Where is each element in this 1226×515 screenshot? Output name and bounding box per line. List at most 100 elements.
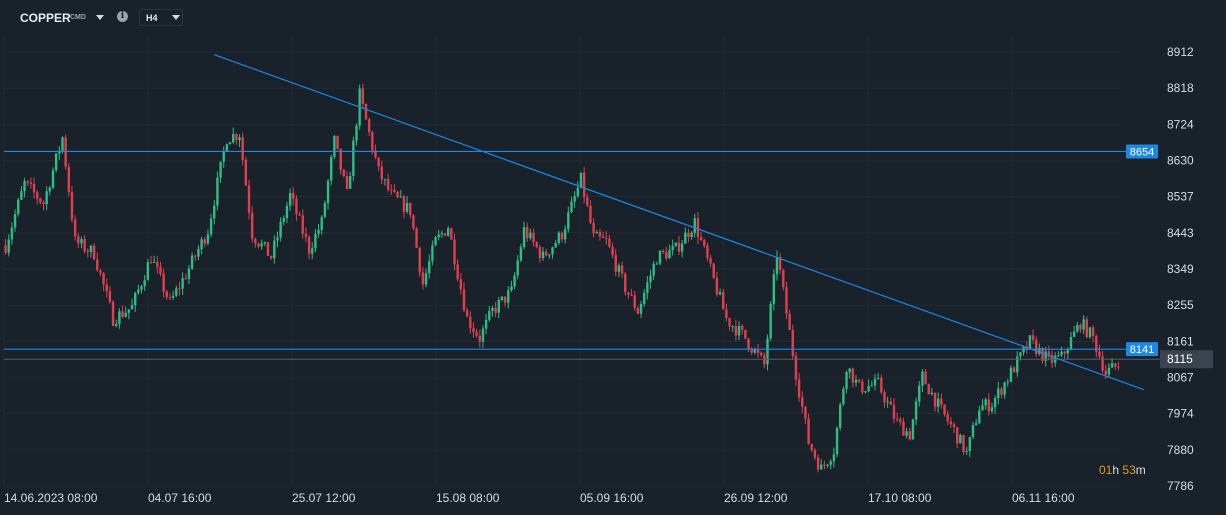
candle [674, 242, 678, 248]
candle-body [687, 232, 690, 238]
horizontal-levels[interactable]: 8654 8141 8115 [4, 144, 1213, 369]
candle [23, 177, 26, 198]
timeframe-select[interactable]: H4 [139, 9, 183, 26]
candle [1085, 316, 1089, 339]
candle [794, 351, 798, 386]
candle-body [832, 454, 836, 462]
candle [737, 321, 741, 341]
candle [488, 306, 491, 322]
candle [121, 305, 124, 319]
candle-body [102, 273, 105, 285]
candle [254, 237, 257, 248]
candle [307, 235, 311, 260]
candle [725, 303, 728, 322]
candle [45, 186, 48, 211]
candle-body [665, 252, 668, 259]
candle-body [29, 182, 33, 185]
candle [766, 334, 769, 371]
candle-body [516, 260, 519, 276]
candle-body [620, 265, 624, 274]
candle-body [639, 303, 643, 314]
candle-body [450, 228, 453, 240]
candle-body [478, 335, 482, 342]
candle [32, 177, 36, 199]
candle [582, 166, 586, 204]
candle-body [1095, 335, 1098, 352]
candle [895, 412, 899, 423]
candle [617, 263, 621, 277]
candle-body [551, 247, 554, 255]
candle-body [734, 326, 738, 336]
candle-body [292, 192, 295, 199]
candle-body [895, 418, 899, 420]
candle [633, 291, 636, 312]
candle-body [418, 247, 421, 273]
candle-body [431, 245, 434, 262]
candle [997, 381, 1000, 405]
candle [216, 171, 219, 211]
candle-body [842, 388, 845, 405]
candle [744, 329, 747, 340]
candle-body [617, 265, 621, 272]
candle [722, 288, 725, 310]
candle-body [1110, 363, 1114, 368]
candle [421, 266, 425, 290]
candle [598, 228, 602, 241]
candle [190, 252, 194, 270]
candle [513, 272, 516, 290]
y-tick-label: 8630 [1167, 154, 1194, 168]
candle [981, 399, 984, 411]
candle-body [247, 185, 251, 213]
candle-body [415, 228, 418, 248]
symbol-dropdown-chevron-down-icon[interactable] [96, 15, 104, 20]
candle-body [820, 464, 823, 470]
candle [741, 323, 744, 335]
candle [930, 388, 934, 396]
candle-body [813, 450, 817, 458]
candle-body [763, 355, 766, 365]
candle-body [807, 418, 810, 445]
candle-body [560, 232, 564, 240]
x-tick-label: 26.09 12:00 [724, 491, 788, 505]
y-tick-label: 7786 [1167, 479, 1194, 493]
candle [1114, 362, 1117, 370]
candle-body [788, 313, 791, 331]
trendline[interactable] [214, 54, 1144, 391]
candle [1009, 365, 1013, 383]
candle [864, 390, 867, 394]
candle-body [269, 255, 273, 259]
candle [266, 242, 270, 256]
candle-body [500, 296, 504, 300]
candle [924, 369, 927, 385]
candle [658, 250, 662, 266]
candle [861, 379, 864, 395]
candle-body [402, 196, 406, 212]
candle [826, 463, 829, 468]
candle [263, 241, 267, 247]
candle [194, 254, 197, 262]
candle [715, 272, 719, 297]
candle-body [703, 239, 706, 246]
candle-body [222, 151, 225, 162]
symbol-name[interactable]: COPPER [20, 11, 71, 25]
trendlines[interactable] [214, 54, 1144, 391]
candle-body [908, 431, 911, 440]
candle-body [1082, 319, 1085, 330]
candle-body [1000, 388, 1003, 395]
candle-body [782, 269, 785, 288]
candle-body [544, 251, 548, 256]
candle-body [955, 427, 959, 444]
candle-body [67, 166, 71, 193]
candle-body [892, 404, 896, 419]
candle-body [250, 212, 254, 240]
candle [677, 235, 681, 255]
candle-body [810, 444, 813, 451]
candle [823, 460, 826, 470]
info-icon[interactable]: i [117, 11, 128, 22]
candle [472, 322, 475, 338]
candle-body [971, 425, 975, 437]
candle [298, 211, 301, 216]
candle [614, 249, 617, 277]
candle-body [130, 305, 134, 310]
